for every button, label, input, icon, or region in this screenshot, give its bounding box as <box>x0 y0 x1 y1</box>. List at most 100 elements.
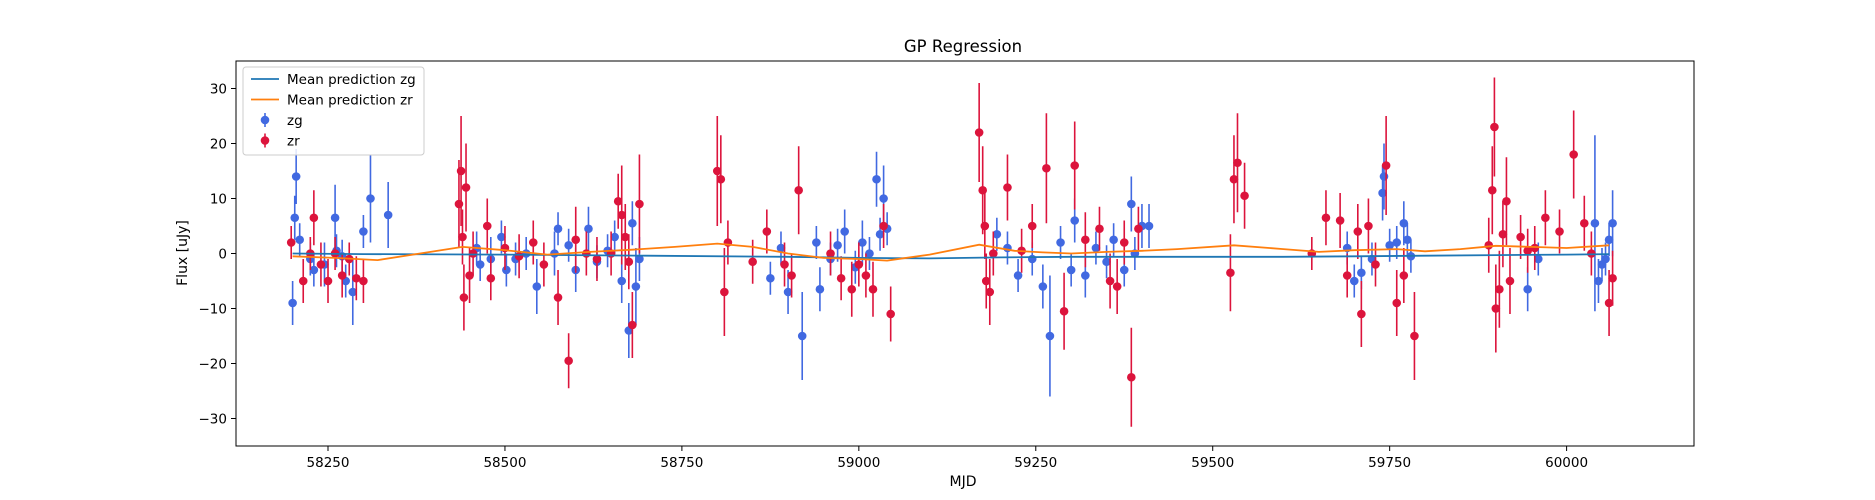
data-point-zr <box>1233 158 1242 168</box>
data-point-zr <box>1505 276 1515 286</box>
data-point-zg <box>628 218 637 228</box>
data-point-zr <box>1342 271 1352 280</box>
data-point-zg <box>1392 238 1402 247</box>
y-tick-label: −10 <box>199 302 228 318</box>
data-point-zg <box>1590 218 1600 228</box>
data-point-zr <box>553 293 563 302</box>
data-point-zr <box>1608 273 1617 283</box>
x-tick-label: 58750 <box>660 455 703 471</box>
legend-label: zr <box>287 134 300 150</box>
data-point-zr <box>1523 246 1532 256</box>
data-point-zr <box>879 221 888 231</box>
data-point-zg <box>1399 218 1409 228</box>
data-point-zr <box>1081 235 1090 245</box>
data-point-zr <box>1112 282 1122 291</box>
data-point-zr <box>298 276 308 286</box>
data-point-zr <box>592 254 602 264</box>
data-point-zr <box>459 293 469 302</box>
data-point-zr <box>1410 331 1419 341</box>
data-point-zr <box>1371 260 1380 269</box>
data-point-zg <box>1604 235 1614 245</box>
data-point-zg <box>617 276 627 286</box>
data-point-zg <box>502 265 511 275</box>
data-point-zr <box>1555 227 1564 236</box>
data-point-zr <box>1229 174 1239 184</box>
y-tick-label: 30 <box>210 82 227 98</box>
data-point-zr <box>1579 218 1589 228</box>
data-point-zr <box>316 260 326 269</box>
data-point-zg <box>1070 216 1080 225</box>
legend-label: zg <box>287 113 303 129</box>
data-point-zg <box>875 229 885 239</box>
x-tick-label: 58500 <box>483 455 526 471</box>
data-point-zr <box>635 199 644 209</box>
data-point-zg <box>532 282 542 291</box>
data-point-zg <box>631 282 641 291</box>
data-point-zg <box>1109 235 1118 245</box>
data-point-zr <box>1484 240 1494 250</box>
data-point-zg <box>1403 235 1412 245</box>
data-point-zr <box>1070 161 1080 170</box>
data-point-zg <box>1066 265 1076 275</box>
data-point-zg <box>290 213 300 223</box>
data-point-zg <box>766 273 775 283</box>
x-tick-label: 58250 <box>307 455 350 471</box>
data-point-zr <box>1530 243 1540 253</box>
data-point-zg <box>1594 276 1603 286</box>
data-point-zg <box>1608 218 1617 228</box>
data-point-zr <box>337 271 347 280</box>
x-tick-label: 60000 <box>1545 455 1588 471</box>
data-point-zr <box>1335 216 1345 225</box>
data-point-zg <box>1349 276 1359 286</box>
y-tick-label: −20 <box>199 357 228 373</box>
legend-label: Mean prediction zr <box>287 93 413 109</box>
data-point-zr <box>1027 221 1037 231</box>
data-point-zr <box>571 235 581 245</box>
data-point-zr <box>528 238 538 247</box>
data-point-zg <box>1378 188 1387 198</box>
data-point-zr <box>465 271 474 280</box>
data-point-zg <box>1119 265 1129 275</box>
legend: Mean prediction zg Mean prediction zr zg zr <box>242 66 425 156</box>
data-point-zr <box>1491 304 1501 313</box>
data-point-zr <box>1487 185 1497 195</box>
data-point-zg <box>1144 221 1154 231</box>
data-point-zg <box>1127 199 1136 209</box>
data-point-zr <box>1042 163 1051 173</box>
y-tick-label: 20 <box>210 137 227 153</box>
data-point-zr <box>787 271 796 280</box>
data-point-zg <box>309 265 319 275</box>
data-point-zg <box>1357 268 1366 278</box>
x-tick-label: 59000 <box>837 455 880 471</box>
data-point-zg <box>1385 240 1394 250</box>
data-point-zg <box>776 243 786 253</box>
data-point-zg <box>812 238 821 247</box>
data-point-zr <box>454 199 464 209</box>
data-point-zr <box>352 273 361 283</box>
mean-line-zg <box>292 252 1610 260</box>
data-point-zr <box>974 128 984 137</box>
data-point-zr <box>628 320 637 330</box>
data-point-zr <box>980 221 990 231</box>
data-point-zg <box>1027 254 1037 264</box>
data-point-zg <box>1533 254 1543 264</box>
data-point-zg <box>383 210 393 220</box>
series-zr <box>286 77 1617 427</box>
data-point-zg <box>635 254 644 264</box>
data-point-zg <box>359 227 368 236</box>
data-point-zg <box>865 249 874 258</box>
data-point-zr <box>1357 309 1366 319</box>
data-point-zr <box>886 309 895 319</box>
data-point-zr <box>794 185 803 195</box>
data-point-zr <box>1392 298 1402 308</box>
data-point-zr <box>1240 191 1249 201</box>
data-point-zr <box>461 183 471 192</box>
data-point-zg <box>291 172 301 181</box>
data-point-zr <box>712 166 722 176</box>
data-point-zg <box>1038 282 1048 291</box>
y-tick-label: 10 <box>210 192 227 208</box>
data-point-zg <box>833 240 842 250</box>
mean-line-zr <box>292 242 1610 262</box>
legend-box <box>242 66 425 156</box>
